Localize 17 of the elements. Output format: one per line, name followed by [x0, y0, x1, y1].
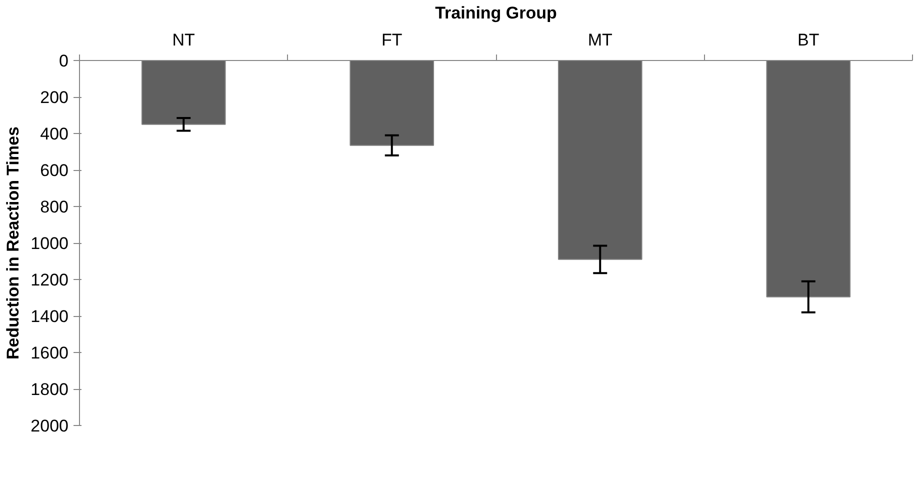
- x-tick-label: NT: [172, 30, 195, 50]
- y-tick-label: 1000: [30, 234, 69, 253]
- y-axis-title: Reduction in Reaction Times: [4, 126, 23, 360]
- y-tick-label: 200: [40, 88, 69, 107]
- y-tick-label: 1800: [30, 380, 69, 399]
- y-tick-label: 2000: [30, 416, 69, 436]
- x-tick-label: BT: [798, 30, 820, 50]
- y-tick-label: 1400: [30, 307, 69, 326]
- x-tick-label: MT: [588, 30, 612, 50]
- y-tick-label: 1200: [30, 270, 69, 290]
- x-axis-title: Training Group: [435, 4, 557, 22]
- y-tick-label: 400: [40, 124, 69, 144]
- y-tick-label: 0: [59, 52, 69, 70]
- y-tick-label: 1600: [30, 344, 69, 362]
- y-tick-label: 600: [40, 161, 69, 180]
- y-tick-label: 800: [40, 198, 69, 216]
- x-tick-label: FT: [381, 30, 402, 50]
